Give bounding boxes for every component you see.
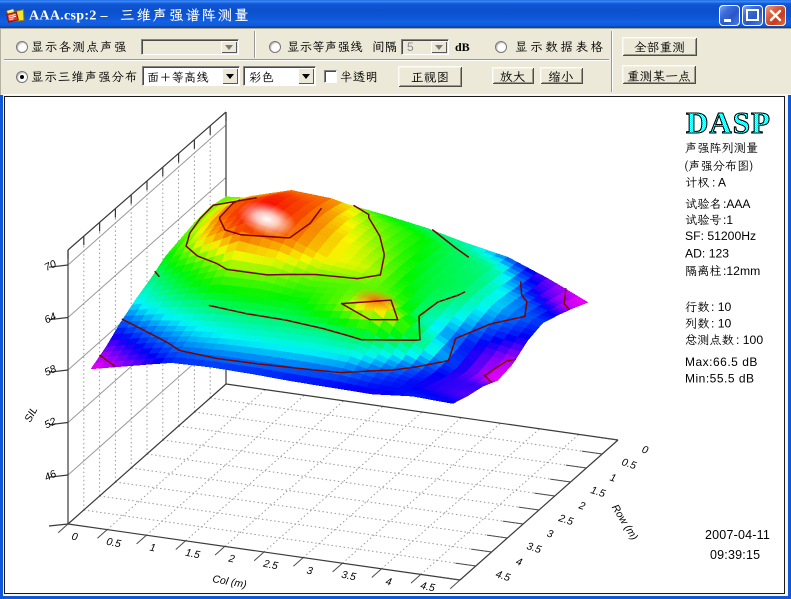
svg-text:2: 2	[227, 552, 236, 565]
svg-text:1: 1	[149, 542, 157, 555]
svg-text:dB: dB	[455, 40, 470, 54]
svg-text:70: 70	[43, 258, 59, 274]
svg-text:Min:55.5 dB: Min:55.5 dB	[685, 372, 755, 386]
svg-text:2007-04-11: 2007-04-11	[705, 528, 770, 542]
svg-text:SF: 51200Hz: SF: 51200Hz	[685, 229, 756, 243]
svg-text::1: :1	[723, 213, 733, 227]
svg-text:AD: 123: AD: 123	[685, 247, 729, 261]
svg-text:52: 52	[43, 415, 59, 431]
svg-text:0: 0	[640, 444, 649, 457]
svg-text:2.5: 2.5	[556, 512, 575, 528]
svg-text:: A: : A	[712, 176, 726, 190]
svg-text:0.5: 0.5	[620, 456, 638, 472]
svg-text:0: 0	[71, 531, 79, 544]
svg-text:4: 4	[514, 556, 523, 569]
svg-text:: 10: : 10	[711, 300, 732, 314]
svg-text:4: 4	[385, 576, 393, 589]
svg-text:09:39:15: 09:39:15	[710, 548, 760, 562]
svg-text::AAA: :AAA	[723, 197, 750, 211]
svg-text:3: 3	[545, 528, 554, 541]
svg-text:1.5: 1.5	[589, 484, 607, 500]
svg-text:SIL: SIL	[22, 405, 40, 425]
svg-text:Row (m): Row (m)	[609, 502, 640, 542]
svg-text:1: 1	[608, 472, 617, 485]
svg-text:DASP: DASP	[686, 105, 771, 140]
svg-text:: 10: : 10	[711, 317, 732, 331]
svg-text:4.5: 4.5	[494, 568, 512, 584]
svg-text:5: 5	[407, 40, 414, 54]
svg-text:46: 46	[43, 468, 59, 484]
svg-text:2.5: 2.5	[261, 557, 279, 572]
svg-text:0.5: 0.5	[105, 536, 122, 551]
svg-text:AAA.csp:2 –: AAA.csp:2 –	[29, 9, 108, 24]
svg-text:58: 58	[43, 363, 59, 379]
svg-text:1.5: 1.5	[184, 547, 201, 562]
svg-text:Col (m): Col (m)	[212, 573, 248, 591]
svg-text:2: 2	[576, 499, 586, 513]
svg-text:64: 64	[43, 310, 59, 326]
svg-text:3.5: 3.5	[525, 540, 543, 556]
svg-text:Max:66.5 dB: Max:66.5 dB	[685, 355, 758, 369]
svg-text:3: 3	[306, 565, 314, 578]
svg-text:: 100: : 100	[736, 333, 763, 347]
svg-text::12mm: :12mm	[723, 264, 760, 278]
svg-text:3.5: 3.5	[340, 569, 357, 584]
svg-text:4.5: 4.5	[419, 580, 436, 595]
